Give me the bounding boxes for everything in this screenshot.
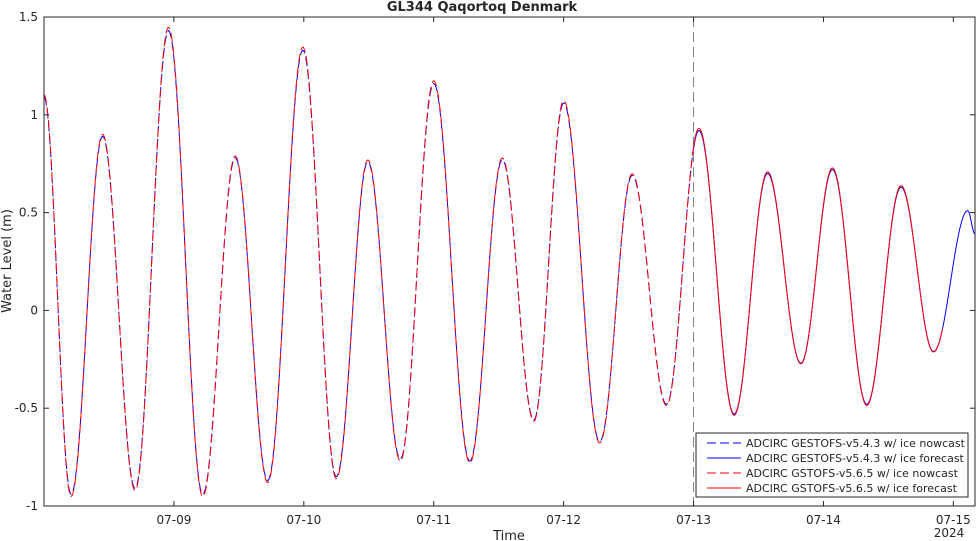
legend-entry-label: ADCIRC GSTOFS-v5.6.5 w/ ice forecast — [746, 482, 958, 495]
y-tick-label: 0.5 — [19, 206, 38, 220]
y-tick-label: 0 — [30, 303, 38, 317]
legend-entry-label: ADCIRC GESTOFS-v5.4.3 w/ ice nowcast — [746, 437, 966, 450]
legend-entry-label: ADCIRC GESTOFS-v5.4.3 w/ ice forecast — [746, 452, 965, 465]
series-line-3 — [44, 26, 695, 498]
x-axis-label: Time — [492, 529, 525, 541]
legend: ADCIRC GESTOFS-v5.4.3 w/ ice nowcast ADCI… — [695, 432, 969, 498]
x-tick-label: 07-12 — [546, 513, 581, 527]
legend-box — [695, 432, 969, 498]
x-year-label: 2024 — [934, 526, 965, 540]
y-tick-label: 1 — [30, 108, 38, 122]
y-axis-label: Water Level (m) — [0, 209, 15, 313]
y-tick-label: 1.5 — [19, 10, 38, 24]
x-tick-label: 07-11 — [416, 513, 451, 527]
x-tick-label: 07-14 — [806, 513, 841, 527]
plot-area: -1 -0.5 0 0.5 1 1.5 07-09 07-10 07-11 07-12 07-13 0… — [15, 10, 976, 527]
x-tick-label: 07-09 — [156, 513, 191, 527]
x-tick-label: 07-13 — [676, 513, 711, 527]
x-tick-label: 07-15 — [936, 513, 971, 527]
series-line-4 — [693, 127, 944, 416]
y-tick-label: -1 — [26, 499, 38, 513]
axes-frame — [43, 16, 976, 507]
legend-entry-label: ADCIRC GSTOFS-v5.6.5 w/ ice nowcast — [746, 467, 959, 480]
x-tick-label: 07-10 — [286, 513, 321, 527]
chart-title: GL344 Qaqortoq Denmark — [387, 0, 578, 15]
y-tick-label: -0.5 — [15, 401, 38, 415]
